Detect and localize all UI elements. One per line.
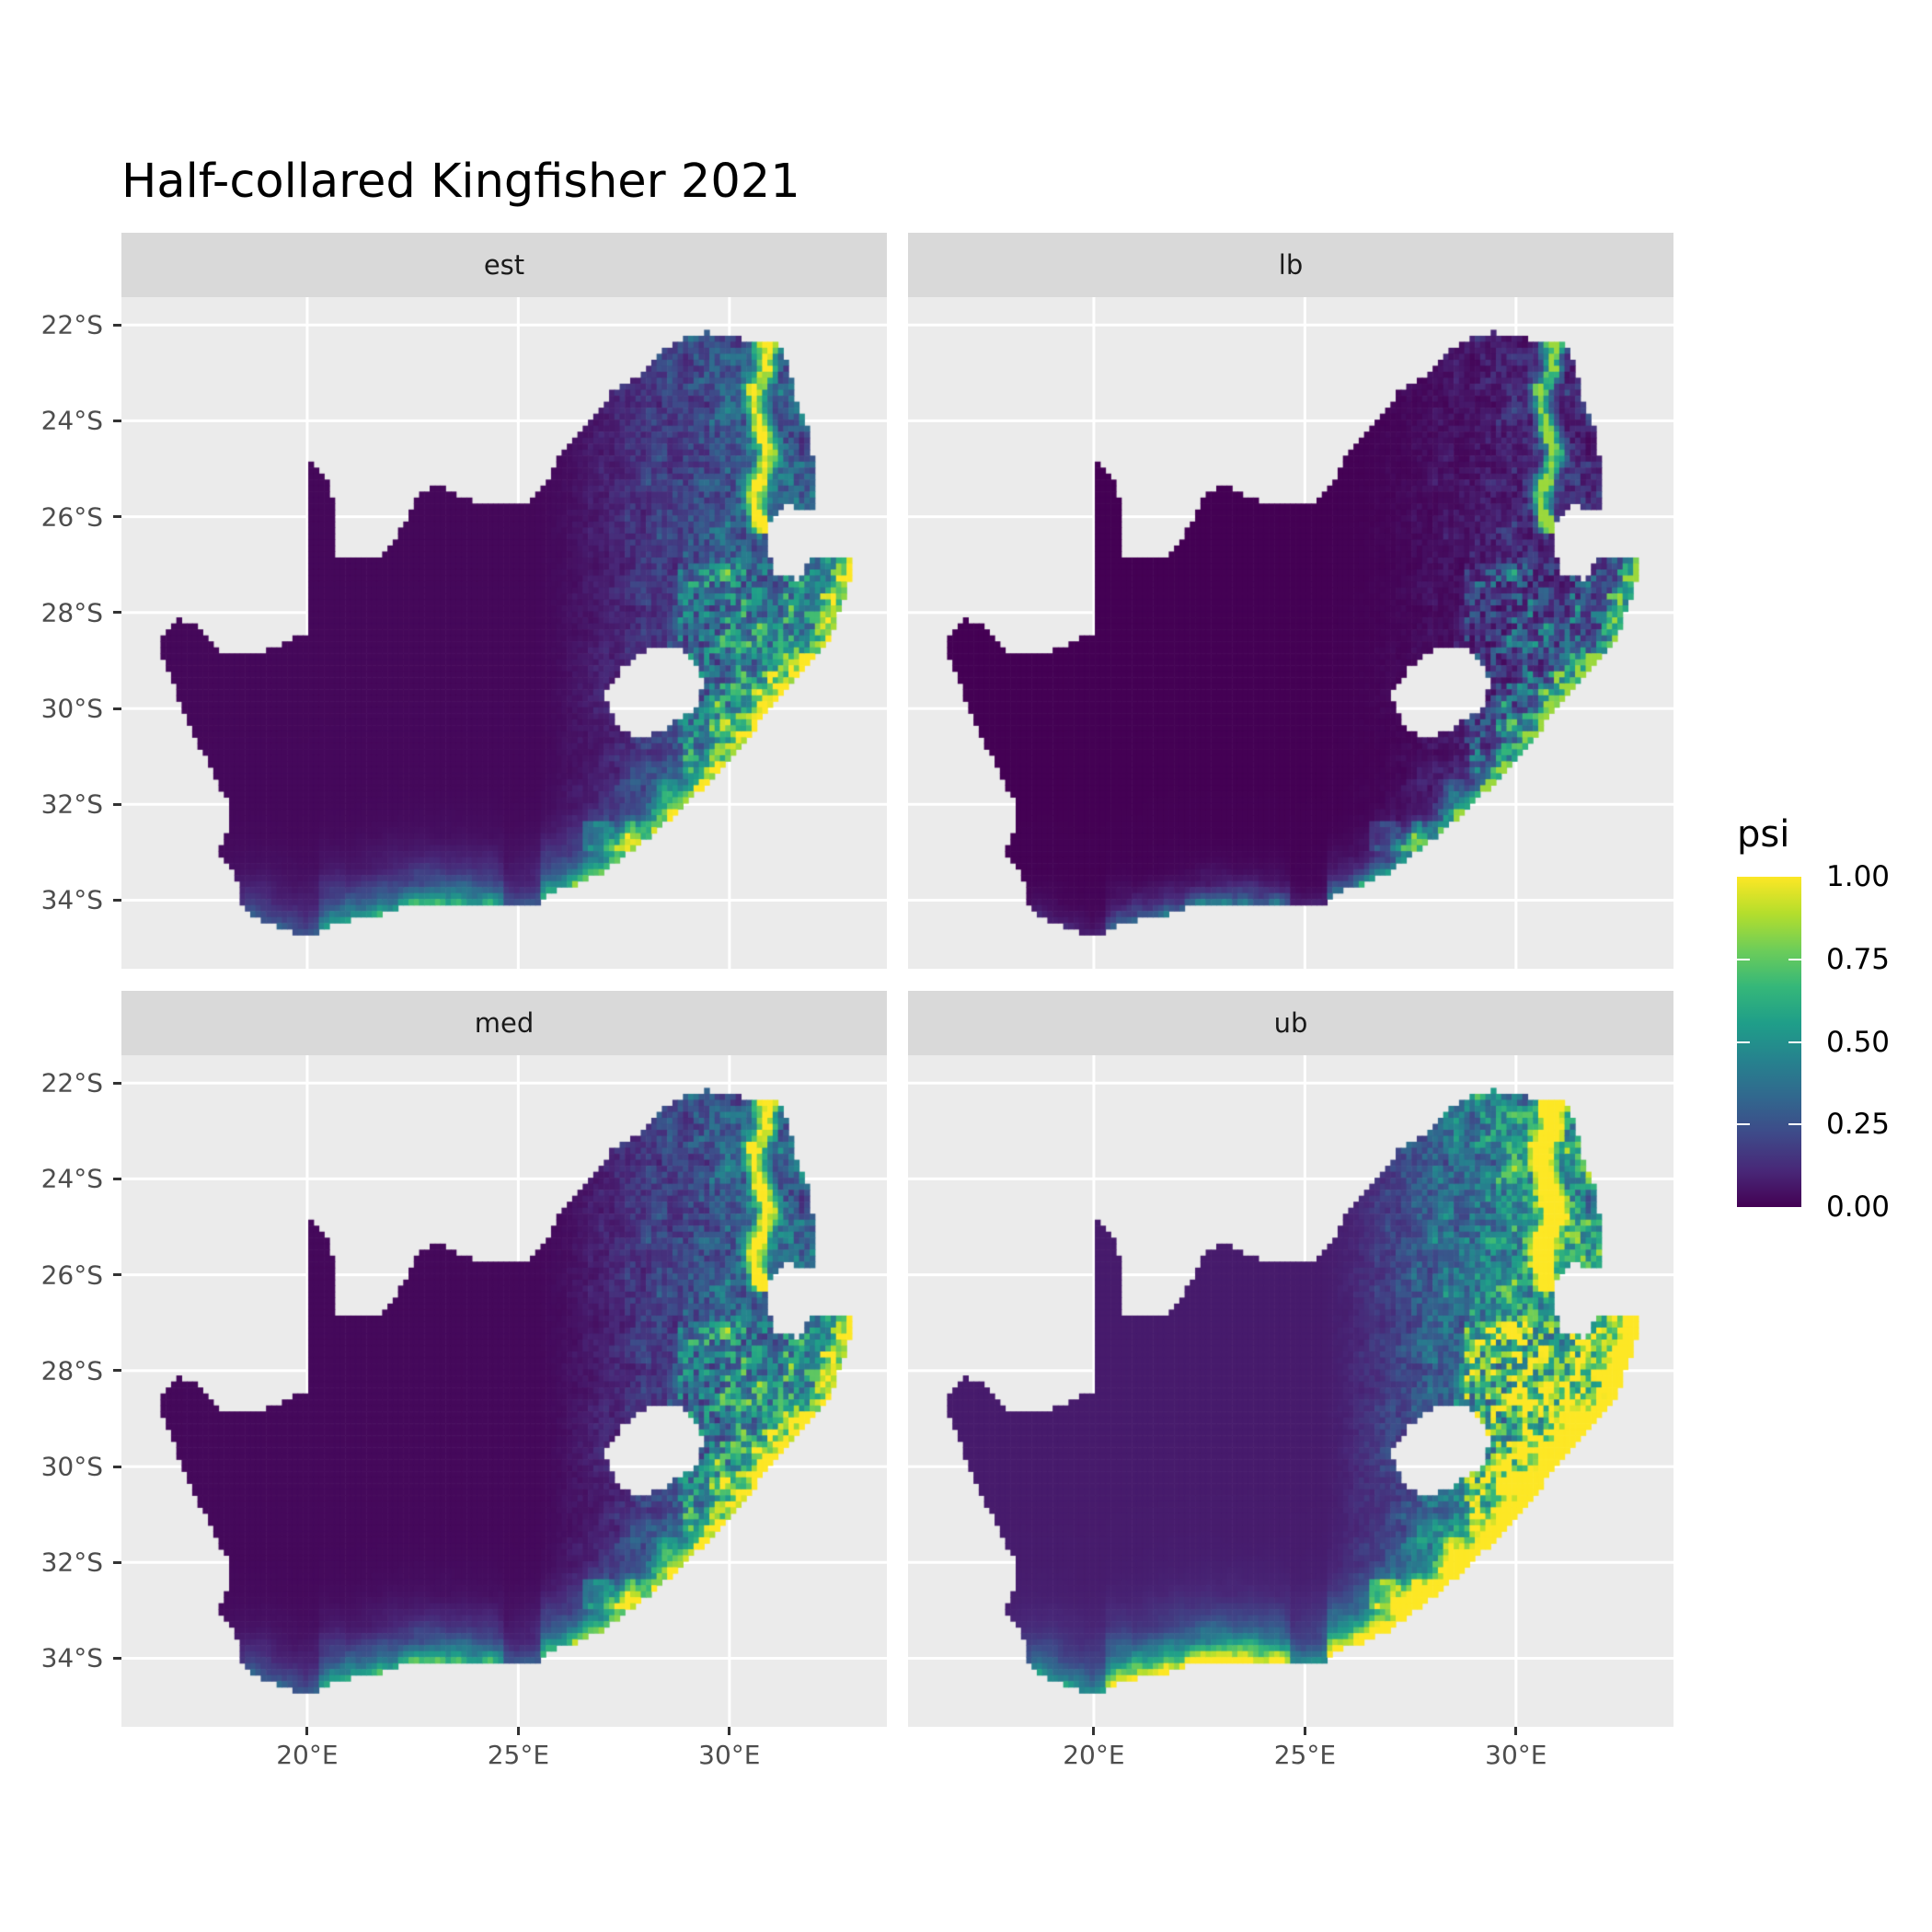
x-tick (1514, 1727, 1518, 1735)
psi-raster (908, 297, 1673, 969)
facet-est: est (121, 233, 887, 969)
y-tick (113, 1177, 121, 1180)
map-panel (908, 1055, 1673, 1727)
y-tick-label: 34°S (40, 884, 103, 915)
facet-strip-label: lb (908, 233, 1673, 297)
y-tick (113, 515, 121, 519)
x-tick (1303, 1727, 1306, 1735)
y-tick-label: 32°S (40, 1547, 103, 1578)
x-tick-label: 25°E (487, 1740, 550, 1770)
y-tick-label: 24°S (40, 1163, 103, 1194)
y-tick-label: 26°S (40, 1259, 103, 1291)
legend-tick-label: 0.75 (1826, 942, 1891, 976)
y-tick-label: 24°S (40, 405, 103, 436)
x-tick (516, 1727, 520, 1735)
facet-med: med (121, 991, 887, 1727)
y-tick-label: 34°S (40, 1642, 103, 1673)
x-tick (1092, 1727, 1096, 1735)
y-tick (113, 802, 121, 806)
y-tick-label: 30°S (40, 1451, 103, 1482)
legend-tick-label: 0.00 (1826, 1190, 1891, 1224)
legend-tick (1737, 958, 1750, 960)
map-panel (121, 297, 887, 969)
y-tick-label: 26°S (40, 501, 103, 533)
x-tick (305, 1727, 309, 1735)
map-panel (121, 1055, 887, 1727)
y-tick (113, 419, 121, 422)
y-tick (113, 1656, 121, 1660)
psi-raster (908, 1055, 1673, 1727)
y-tick (113, 1081, 121, 1085)
y-tick (113, 898, 121, 902)
y-tick (113, 1465, 121, 1468)
legend-tick (1737, 1123, 1750, 1126)
x-tick (728, 1727, 731, 1735)
y-tick-label: 22°S (40, 1067, 103, 1098)
legend-tick-label: 1.00 (1826, 860, 1891, 893)
y-tick-label: 30°S (40, 693, 103, 724)
y-tick-label: 28°S (40, 597, 103, 628)
legend-tick (1737, 1041, 1750, 1043)
psi-raster (121, 297, 887, 969)
x-tick-label: 30°E (1485, 1740, 1547, 1770)
x-tick-label: 25°E (1273, 1740, 1337, 1770)
facet-lb: lb (908, 233, 1673, 969)
x-tick-label: 20°E (276, 1740, 339, 1770)
facet-strip-label: est (121, 233, 887, 297)
legend-tick (1788, 1123, 1801, 1126)
y-tick-label: 28°S (40, 1355, 103, 1386)
plot-title: Half-collared Kingfisher 2021 (121, 155, 800, 209)
x-tick-label: 20°E (1063, 1740, 1125, 1770)
facet-strip-label: ub (908, 991, 1673, 1055)
facet-ub: ub (908, 991, 1673, 1727)
facet-strip-label: med (121, 991, 887, 1055)
y-tick (113, 323, 121, 327)
legend-tick (1788, 1041, 1801, 1043)
legend-tick (1788, 958, 1801, 960)
x-tick-label: 30°E (698, 1740, 761, 1770)
y-tick (113, 1273, 121, 1277)
map-panel (908, 297, 1673, 969)
y-tick (113, 1560, 121, 1564)
y-tick-label: 32°S (40, 788, 103, 820)
y-tick (113, 707, 121, 710)
psi-raster (121, 1055, 887, 1727)
legend-tick-label: 0.50 (1826, 1025, 1891, 1059)
legend-tick-label: 0.25 (1826, 1108, 1891, 1142)
y-tick-label: 22°S (40, 309, 103, 340)
y-tick (113, 1369, 121, 1373)
y-tick (113, 611, 121, 615)
legend-title: psi (1737, 813, 1790, 856)
